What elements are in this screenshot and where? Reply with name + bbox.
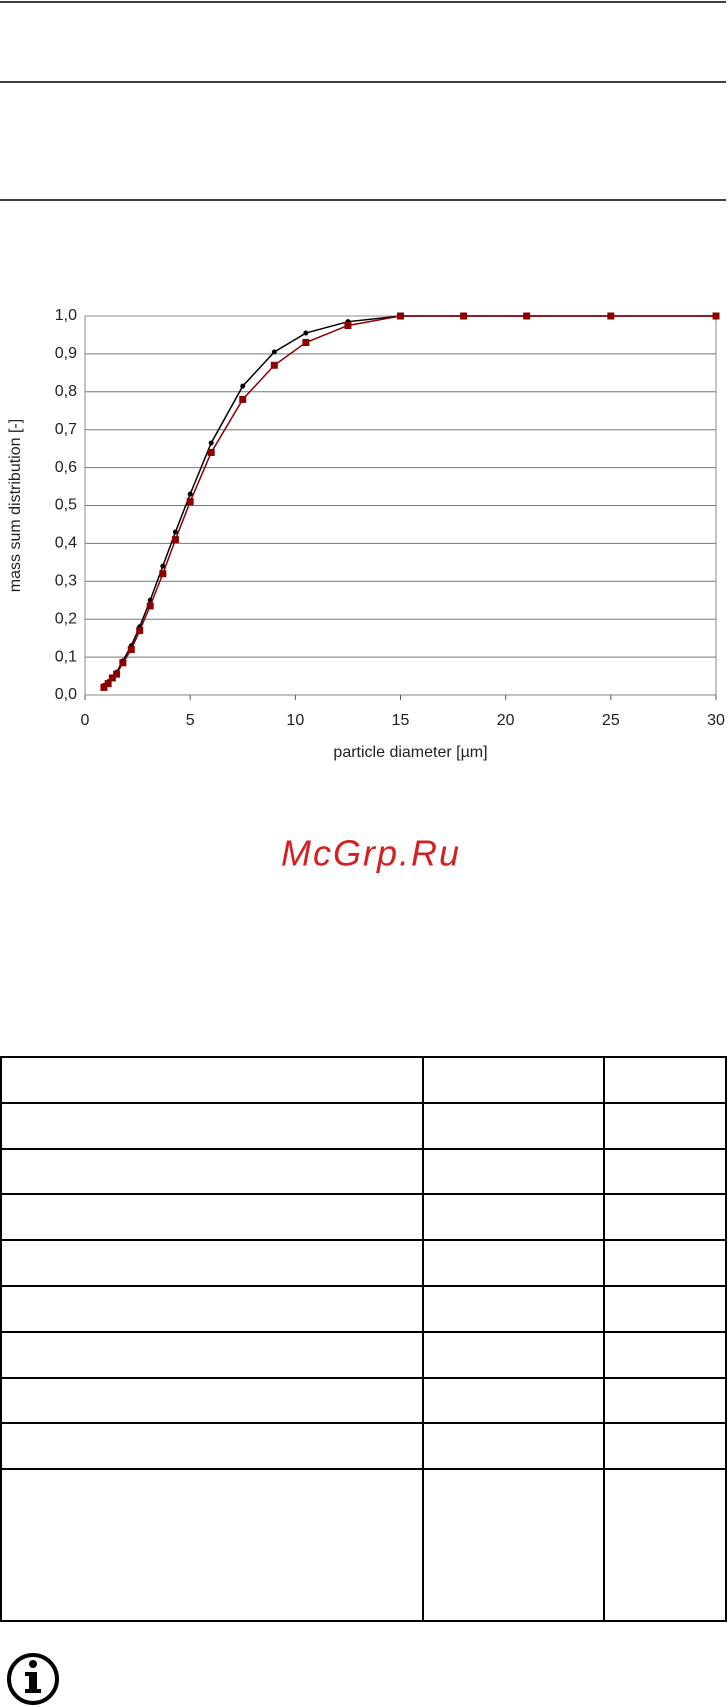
marker — [460, 312, 468, 320]
marker — [397, 312, 404, 320]
x-tick-label: 20 — [497, 712, 515, 729]
x-tick-label: 15 — [392, 712, 410, 729]
marker — [239, 395, 247, 403]
y-tick-label: 0,4 — [55, 535, 77, 552]
x-tick-label: 25 — [602, 712, 620, 729]
x-tick-label: 0 — [81, 712, 90, 729]
marker — [104, 680, 112, 688]
table-border — [0, 1056, 727, 1622]
y-tick-label: 0,2 — [55, 610, 77, 627]
y-tick-label: 0,0 — [55, 686, 77, 703]
y-tick-label: 0,5 — [55, 497, 77, 514]
series-line — [103, 315, 716, 688]
marker — [119, 659, 127, 667]
info-icon — [7, 1653, 59, 1705]
marker — [108, 674, 116, 682]
y-tick-label: 0,1 — [55, 648, 77, 665]
marker — [160, 563, 166, 569]
y-axis-title: mass sum distribution [-] — [7, 419, 24, 592]
y-tick-label: 0,8 — [55, 383, 77, 400]
marker — [270, 361, 278, 369]
y-tick-label: 0,3 — [55, 573, 77, 590]
x-tick-label: 10 — [286, 712, 304, 729]
marker — [523, 312, 531, 320]
marker — [146, 602, 154, 610]
marker — [712, 312, 720, 320]
y-tick-label: 0,7 — [55, 421, 77, 438]
marker — [207, 448, 215, 456]
empty-table — [0, 1056, 727, 1622]
marker — [187, 491, 193, 497]
marker — [113, 670, 121, 678]
marker — [100, 683, 108, 691]
x-axis-title: particle diameter [µm] — [333, 744, 487, 761]
marker — [607, 312, 615, 320]
marker — [186, 498, 194, 506]
chart: 0,0 0,1 0,2 0,3 0,4 0,5 0,6 0,7 0,8 0,9 1,0 0 5 10 15 2… — [7, 307, 725, 761]
y-tick-label: 0,9 — [55, 345, 77, 362]
marker — [240, 383, 246, 389]
marker — [271, 349, 277, 355]
marker — [172, 529, 178, 535]
marker — [136, 627, 144, 635]
marker — [344, 321, 352, 329]
series-line — [103, 315, 716, 687]
y-tick-label: 0,6 — [55, 459, 77, 476]
x-tick-label: 5 — [186, 712, 195, 729]
marker — [171, 536, 179, 544]
x-tick-label: 30 — [707, 712, 725, 729]
y-tick-label: 1,0 — [55, 307, 77, 324]
marker — [303, 330, 309, 336]
marker — [208, 440, 214, 446]
marker — [127, 646, 135, 654]
watermark: McGrp.Ru — [281, 833, 461, 874]
marker — [159, 570, 167, 578]
marker — [302, 339, 310, 347]
